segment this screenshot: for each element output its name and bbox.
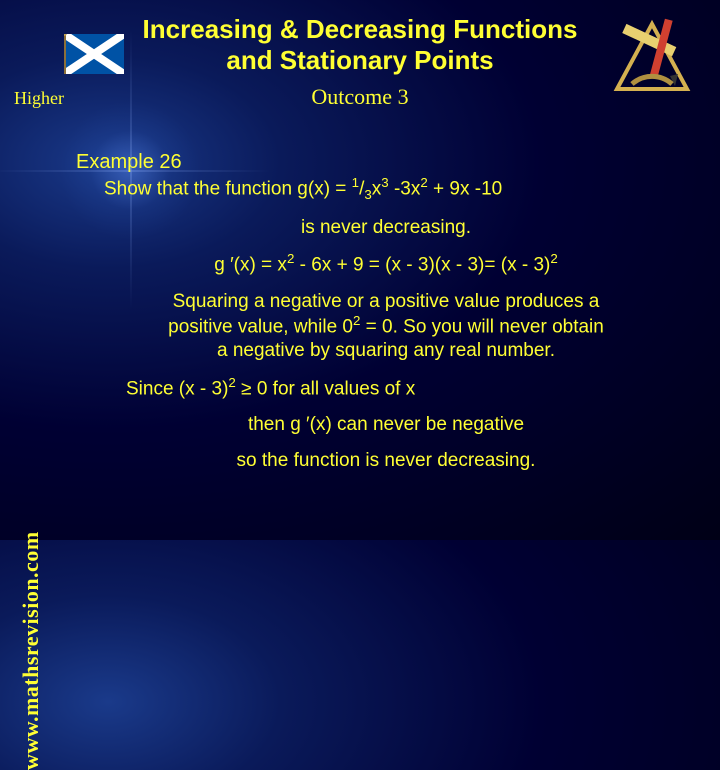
frac-den: 3 [364,187,371,202]
deriv-exp2: 2 [550,251,557,266]
example-prompt: Show that the function g(x) = 1/3x3 -3x2… [76,175,696,204]
derivative-line: g ′(x) = x 2 - 6x + 9 = (x - 3)(x - 3)= (… [76,251,696,277]
prompt-exp1: 3 [381,175,388,190]
so-line: so the function is never decreasing. [76,449,696,473]
prompt-exp2: 2 [420,175,427,190]
level-label: Higher [14,88,64,109]
prompt-xa: x [372,178,382,199]
deriv-a: g ′(x) = x [214,255,287,276]
explain-b: positive value, while 0 [168,317,353,338]
title-line-1: Increasing & Decreasing Functions [143,14,578,44]
prompt-mid: -3x [389,178,421,199]
scotland-flag-icon [64,34,124,74]
explain-a: Squaring a negative or a positive value … [173,291,600,312]
frac-num: 1 [352,175,359,190]
never-decreasing: is never decreasing. [76,216,696,240]
since-a: Since (x - 3) [126,378,228,399]
example-label: Example 26 [76,150,696,175]
explain-c: = 0. So you will never obtain [360,317,603,338]
since-b: ≥ 0 for all values of x [236,378,415,399]
explain-block: Squaring a negative or a positive value … [76,290,696,364]
prompt-tail: + 9x -10 [428,178,502,199]
sidebar-url: www.mathsrevision.com [18,531,44,770]
title-line-2: and Stationary Points [226,45,493,75]
content-body: Example 26 Show that the function g(x) =… [76,150,696,485]
math-tools-icon [602,14,702,104]
since-exp: 2 [228,375,235,390]
since-line: Since (x - 3)2 ≥ 0 for all values of x [76,375,696,401]
explain-d: a negative by squaring any real number. [217,340,555,361]
prompt-prefix: Show that the function g(x) = [104,178,352,199]
then-line: then g ′(x) can never be negative [76,413,696,437]
deriv-b: - 6x + 9 = (x - 3)(x - 3)= (x - 3) [294,255,550,276]
